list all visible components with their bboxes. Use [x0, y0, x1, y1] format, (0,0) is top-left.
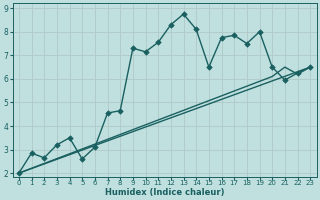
X-axis label: Humidex (Indice chaleur): Humidex (Indice chaleur) — [105, 188, 224, 197]
